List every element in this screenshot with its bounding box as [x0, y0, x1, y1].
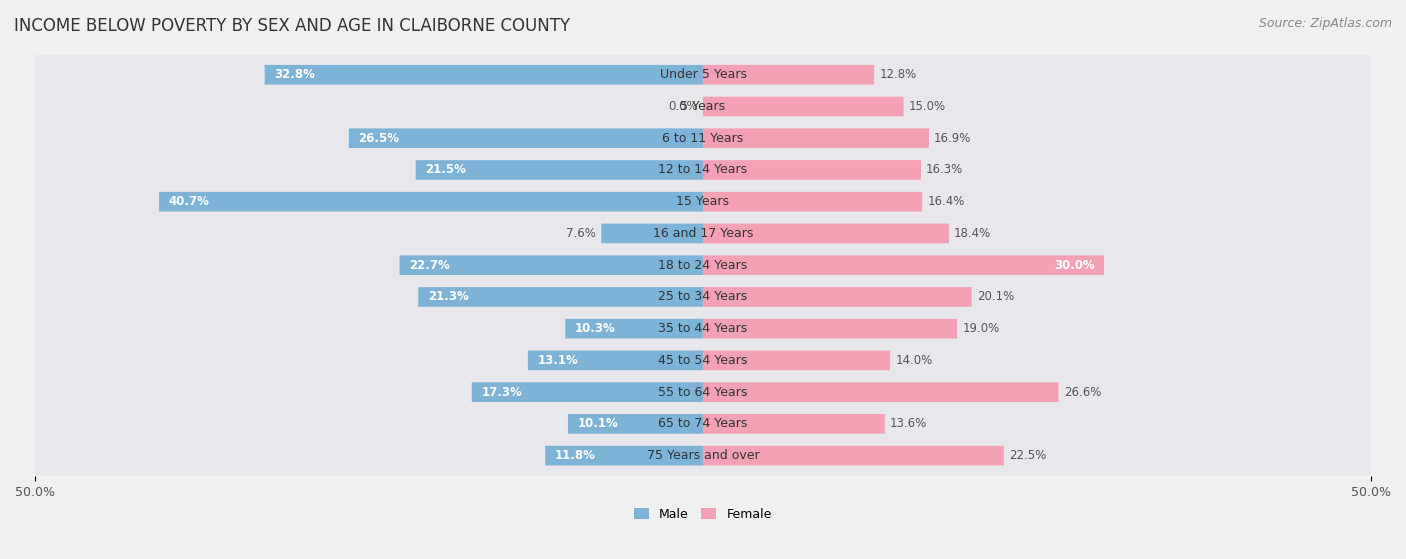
Text: 30.0%: 30.0%: [1053, 259, 1094, 272]
Text: 19.0%: 19.0%: [962, 322, 1000, 335]
FancyBboxPatch shape: [416, 160, 703, 180]
Text: Under 5 Years: Under 5 Years: [659, 68, 747, 81]
Text: 21.3%: 21.3%: [427, 291, 468, 304]
FancyBboxPatch shape: [703, 224, 949, 243]
FancyBboxPatch shape: [703, 319, 957, 339]
FancyBboxPatch shape: [703, 414, 884, 434]
Text: 12 to 14 Years: 12 to 14 Years: [658, 163, 748, 177]
Text: 26.5%: 26.5%: [359, 132, 399, 145]
Text: 25 to 34 Years: 25 to 34 Years: [658, 291, 748, 304]
FancyBboxPatch shape: [27, 340, 1379, 380]
Text: 12.8%: 12.8%: [879, 68, 917, 81]
FancyBboxPatch shape: [703, 255, 1104, 275]
Text: 18 to 24 Years: 18 to 24 Years: [658, 259, 748, 272]
FancyBboxPatch shape: [703, 192, 922, 211]
Text: 14.0%: 14.0%: [896, 354, 932, 367]
Text: 16.3%: 16.3%: [927, 163, 963, 177]
Text: 18.4%: 18.4%: [955, 227, 991, 240]
FancyBboxPatch shape: [27, 214, 1379, 253]
Text: 16.9%: 16.9%: [934, 132, 972, 145]
Text: 32.8%: 32.8%: [274, 68, 315, 81]
Text: 65 to 74 Years: 65 to 74 Years: [658, 418, 748, 430]
Text: 10.3%: 10.3%: [575, 322, 616, 335]
Text: 5 Years: 5 Years: [681, 100, 725, 113]
Text: 21.5%: 21.5%: [425, 163, 465, 177]
Legend: Male, Female: Male, Female: [634, 508, 772, 520]
FancyBboxPatch shape: [703, 382, 1059, 402]
FancyBboxPatch shape: [419, 287, 703, 307]
FancyBboxPatch shape: [546, 446, 703, 466]
FancyBboxPatch shape: [159, 192, 703, 211]
Text: 22.7%: 22.7%: [409, 259, 450, 272]
FancyBboxPatch shape: [399, 255, 703, 275]
FancyBboxPatch shape: [27, 404, 1379, 444]
FancyBboxPatch shape: [27, 182, 1379, 222]
FancyBboxPatch shape: [27, 245, 1379, 285]
Text: 75 Years and over: 75 Years and over: [647, 449, 759, 462]
Text: 20.1%: 20.1%: [977, 291, 1014, 304]
FancyBboxPatch shape: [27, 150, 1379, 190]
FancyBboxPatch shape: [703, 350, 890, 370]
Text: 7.6%: 7.6%: [567, 227, 596, 240]
Text: 13.1%: 13.1%: [537, 354, 578, 367]
Text: 10.1%: 10.1%: [578, 418, 619, 430]
Text: 15.0%: 15.0%: [908, 100, 946, 113]
Text: 11.8%: 11.8%: [555, 449, 596, 462]
FancyBboxPatch shape: [27, 277, 1379, 317]
Text: 13.6%: 13.6%: [890, 418, 928, 430]
FancyBboxPatch shape: [703, 160, 921, 180]
Text: 16 and 17 Years: 16 and 17 Years: [652, 227, 754, 240]
Text: 16.4%: 16.4%: [928, 195, 965, 208]
FancyBboxPatch shape: [703, 129, 929, 148]
Text: 0.0%: 0.0%: [668, 100, 697, 113]
FancyBboxPatch shape: [27, 55, 1379, 95]
FancyBboxPatch shape: [27, 119, 1379, 158]
FancyBboxPatch shape: [527, 350, 703, 370]
FancyBboxPatch shape: [27, 309, 1379, 349]
Text: 22.5%: 22.5%: [1010, 449, 1046, 462]
Text: 15 Years: 15 Years: [676, 195, 730, 208]
Text: 26.6%: 26.6%: [1064, 386, 1101, 399]
Text: 40.7%: 40.7%: [169, 195, 209, 208]
Text: 17.3%: 17.3%: [481, 386, 522, 399]
FancyBboxPatch shape: [703, 446, 1004, 466]
FancyBboxPatch shape: [565, 319, 703, 339]
Text: INCOME BELOW POVERTY BY SEX AND AGE IN CLAIBORNE COUNTY: INCOME BELOW POVERTY BY SEX AND AGE IN C…: [14, 17, 571, 35]
FancyBboxPatch shape: [703, 65, 875, 84]
FancyBboxPatch shape: [568, 414, 703, 434]
FancyBboxPatch shape: [27, 87, 1379, 126]
Text: 6 to 11 Years: 6 to 11 Years: [662, 132, 744, 145]
Text: 55 to 64 Years: 55 to 64 Years: [658, 386, 748, 399]
FancyBboxPatch shape: [703, 287, 972, 307]
FancyBboxPatch shape: [27, 372, 1379, 412]
Text: 35 to 44 Years: 35 to 44 Years: [658, 322, 748, 335]
FancyBboxPatch shape: [472, 382, 703, 402]
FancyBboxPatch shape: [264, 65, 703, 84]
Text: Source: ZipAtlas.com: Source: ZipAtlas.com: [1258, 17, 1392, 30]
FancyBboxPatch shape: [703, 97, 904, 116]
FancyBboxPatch shape: [602, 224, 703, 243]
FancyBboxPatch shape: [349, 129, 703, 148]
FancyBboxPatch shape: [27, 435, 1379, 476]
Text: 45 to 54 Years: 45 to 54 Years: [658, 354, 748, 367]
